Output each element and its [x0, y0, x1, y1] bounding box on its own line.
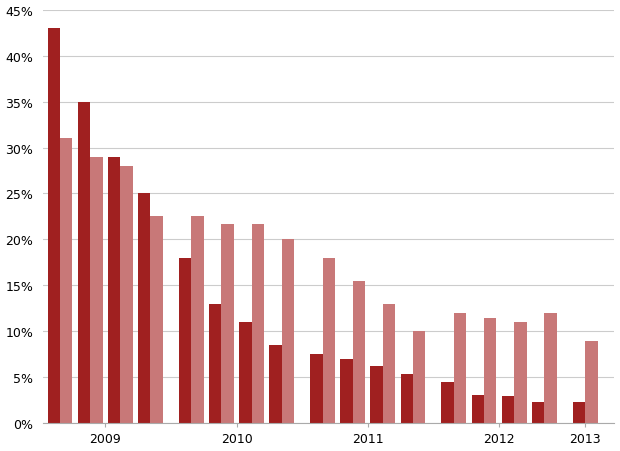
- Bar: [310, 354, 322, 423]
- Bar: [281, 240, 294, 423]
- Bar: [353, 281, 365, 423]
- Bar: [179, 258, 192, 423]
- Bar: [192, 217, 204, 423]
- Bar: [340, 359, 353, 423]
- Bar: [401, 374, 413, 423]
- Bar: [585, 341, 598, 423]
- Bar: [151, 217, 163, 423]
- Bar: [502, 396, 514, 423]
- Bar: [383, 304, 396, 423]
- Bar: [532, 402, 544, 423]
- Bar: [108, 157, 120, 423]
- Bar: [78, 102, 90, 423]
- Bar: [239, 322, 252, 423]
- Bar: [221, 224, 234, 423]
- Bar: [252, 224, 264, 423]
- Bar: [484, 318, 497, 423]
- Bar: [472, 395, 484, 423]
- Bar: [441, 382, 454, 423]
- Bar: [138, 194, 151, 423]
- Bar: [514, 322, 526, 423]
- Bar: [322, 258, 335, 423]
- Bar: [60, 139, 73, 423]
- Bar: [48, 29, 60, 423]
- Bar: [209, 304, 221, 423]
- Bar: [120, 166, 133, 423]
- Bar: [371, 367, 383, 423]
- Bar: [544, 313, 557, 423]
- Bar: [269, 345, 281, 423]
- Bar: [454, 313, 466, 423]
- Bar: [90, 157, 102, 423]
- Bar: [573, 402, 585, 423]
- Bar: [413, 332, 425, 423]
